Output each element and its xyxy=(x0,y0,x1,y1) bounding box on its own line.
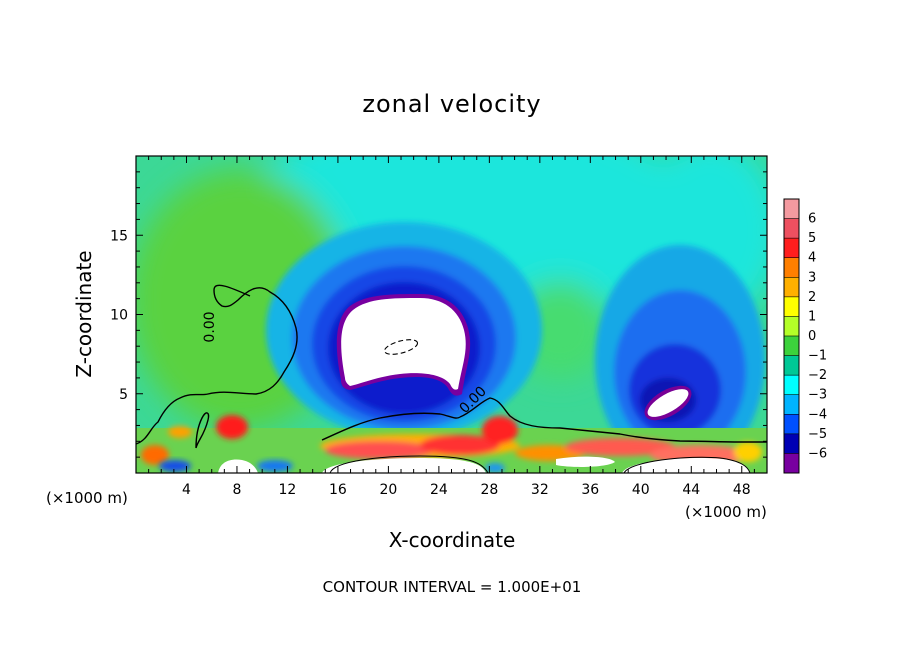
colorbar-swatch xyxy=(784,316,799,336)
plot-area: 0.00 0.00 xyxy=(136,156,767,473)
x-tick-label: 44 xyxy=(682,482,700,498)
colorbar-label: −6 xyxy=(808,446,827,461)
zero-contour-surface xyxy=(329,455,489,473)
colorbar-label: −5 xyxy=(808,427,827,442)
dashed-contour xyxy=(383,339,419,355)
x-unit-right: (×1000 m) xyxy=(685,503,767,521)
x-tick-label: 28 xyxy=(480,482,498,498)
zero-contour-left-flank xyxy=(321,412,461,441)
colorbar-swatch xyxy=(784,238,799,258)
surface-white-patch xyxy=(556,456,615,467)
colorbar-label: −1 xyxy=(808,349,827,364)
y-tick-label: 10 xyxy=(110,308,128,324)
contour-label: 0.00 xyxy=(202,311,218,342)
surface-white-patch xyxy=(218,459,258,473)
colorbar-label: 1 xyxy=(808,309,816,324)
colorbar-label: 5 xyxy=(808,231,816,246)
colorbar-swatch xyxy=(784,199,799,219)
surface-patch xyxy=(482,416,518,444)
y-tick-label: 5 xyxy=(119,387,128,403)
colorbar-label: 6 xyxy=(808,212,816,227)
surface-patch xyxy=(257,460,293,472)
x-tick-label: 48 xyxy=(733,482,751,498)
surface-patch xyxy=(168,426,192,438)
chart-title: zonal velocity xyxy=(362,90,541,118)
colorbar: 6 5 4 3 2 1 0 −1 −2 −3 −4 −5 −6 xyxy=(783,198,827,474)
surface-patch xyxy=(420,435,500,455)
eddy-right-white-core xyxy=(647,389,689,417)
x-unit-left: (×1000 m) xyxy=(46,489,128,507)
colorbar-swatch xyxy=(784,257,799,278)
boundary-layer xyxy=(136,415,767,473)
surface-patch xyxy=(216,415,248,439)
x-axis-label: X-coordinate xyxy=(389,528,516,552)
colorbar-label: 3 xyxy=(808,270,816,285)
surface-patch xyxy=(141,445,169,465)
colorbar-swatch xyxy=(784,394,799,415)
zero-contour-lower xyxy=(459,397,767,443)
surface-patch xyxy=(734,442,762,462)
x-tick-label: 40 xyxy=(632,482,650,498)
x-tick-label: 24 xyxy=(430,482,448,498)
zero-contour-small-loop xyxy=(195,412,210,449)
colorbar-swatch xyxy=(784,433,799,454)
colorbar-swatch xyxy=(784,218,799,239)
x-tick-label: 4 xyxy=(182,482,191,498)
x-tick-label: 8 xyxy=(232,482,241,498)
surface-red-patches xyxy=(141,415,762,465)
colorbar-swatch xyxy=(784,414,799,434)
surface-white-patch xyxy=(622,458,750,473)
colorbar-swatch xyxy=(784,355,799,376)
zero-contour-upper-left xyxy=(136,284,298,445)
surface-patch xyxy=(325,441,435,459)
surface-patch xyxy=(485,463,505,473)
y-tick-label: 15 xyxy=(110,228,128,244)
y-axis-label: Z-coordinate xyxy=(72,250,96,377)
eddy-right xyxy=(595,245,765,473)
colorbar-swatch xyxy=(784,336,799,356)
colorbar-label: −3 xyxy=(808,388,827,403)
x-tick-label: 16 xyxy=(329,482,347,498)
colorbar-label: 0 xyxy=(808,329,816,344)
colorbar-swatch xyxy=(784,453,799,473)
colorbar-swatch xyxy=(784,277,799,297)
x-tick-label: 36 xyxy=(581,482,599,498)
colorbar-label: 2 xyxy=(808,290,816,305)
colorbar-label: 4 xyxy=(808,251,816,266)
colorbar-swatch xyxy=(784,296,799,317)
surface-patch xyxy=(159,460,191,472)
colorbar-label: −2 xyxy=(808,368,827,383)
contour-interval-footer: CONTOUR INTERVAL = 1.000E+01 xyxy=(323,578,582,596)
surface-patch xyxy=(565,438,675,456)
surface-blue-patches xyxy=(159,460,505,473)
x-tick-label: 20 xyxy=(379,482,397,498)
colorbar-swatch xyxy=(784,375,799,395)
zero-contour-surface xyxy=(623,456,751,473)
zero-contours xyxy=(136,284,767,473)
x-tick-label: 12 xyxy=(279,482,297,498)
eddy-left-white-core xyxy=(341,298,466,390)
x-tick-label: 32 xyxy=(531,482,549,498)
colorbar-label: −4 xyxy=(808,407,827,422)
